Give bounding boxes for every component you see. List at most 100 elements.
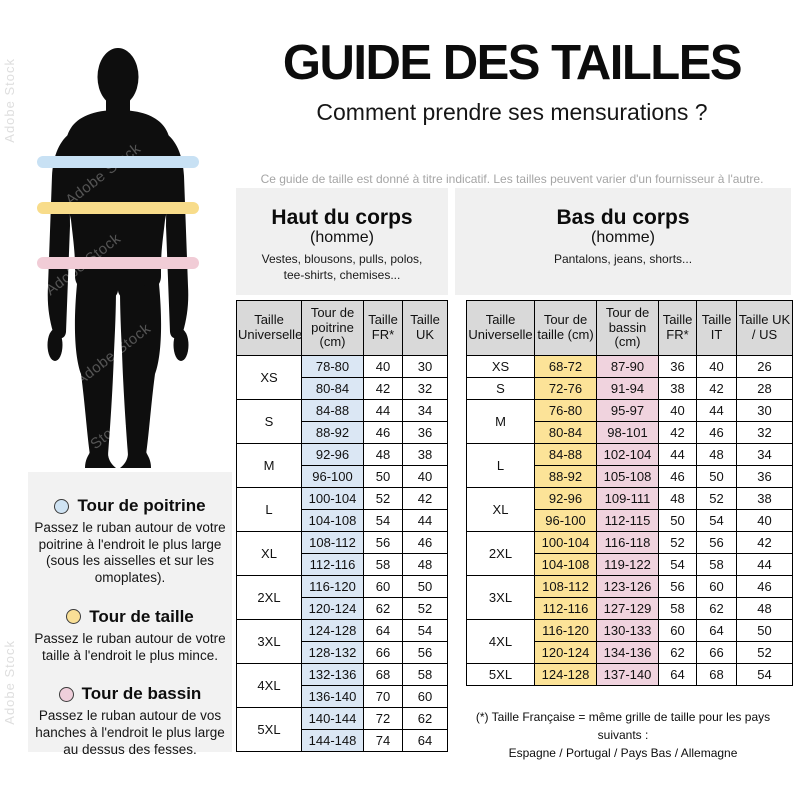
value-cell: 50 [696, 465, 737, 488]
lower-body-categories: Pantalons, jeans, shorts... [553, 252, 693, 266]
value-cell: 64 [363, 619, 403, 642]
legend-item-label: Tour de bassin [81, 684, 202, 704]
value-cell: 44 [736, 553, 793, 576]
value-cell: 66 [363, 641, 403, 664]
value-cell: 112-116 [534, 597, 597, 620]
value-cell: 130-133 [596, 619, 659, 642]
value-cell: 42 [696, 377, 737, 400]
size-label-cell: XL [236, 531, 302, 576]
value-cell: 34 [736, 443, 793, 466]
legend-item-label: Tour de poitrine [77, 496, 206, 515]
value-cell: 102-104 [596, 443, 659, 466]
value-cell: 54 [736, 663, 793, 686]
legend-item-label: Tour de taille [89, 606, 194, 626]
value-cell: 84-88 [534, 443, 597, 466]
legend-item-header: Tour de poitrine [28, 496, 232, 516]
measure-color-dot-icon [54, 498, 70, 514]
value-cell: 120-124 [301, 597, 364, 620]
table-row: M 92-96 48 38 [236, 443, 448, 488]
value-cell: 40 [696, 355, 737, 378]
value-cell: 38 [658, 377, 697, 400]
table-row: 96-100 50 40 [237, 465, 448, 488]
value-cell: 91-94 [596, 377, 659, 400]
value-cell: 62 [363, 597, 403, 620]
size-label-cell: 3XL [236, 619, 302, 664]
table-row: 80-84 98-101 42 46 32 [467, 421, 793, 444]
value-cell: 60 [402, 685, 448, 708]
measurement-legend: Tour de poitrine Passez le ruban autour d… [28, 472, 232, 757]
value-cell: 44 [658, 443, 697, 466]
value-cell: 58 [402, 663, 448, 686]
value-cell: 54 [363, 509, 403, 532]
value-cell: 144-148 [301, 729, 364, 752]
chest-measure-band [37, 156, 199, 168]
value-cell: 134-136 [596, 641, 659, 664]
value-cell: 46 [363, 421, 403, 444]
value-cell: 50 [658, 509, 697, 532]
value-cell: 109-111 [596, 487, 659, 510]
value-cell: 127-129 [596, 597, 659, 620]
table-row: 3XL 108-112 123-126 56 60 46 [466, 575, 793, 620]
value-cell: 76-80 [534, 399, 597, 422]
table-row: 5XL 124-128 137-140 64 68 54 [466, 663, 793, 686]
size-label-cell: L [236, 487, 302, 532]
table-row: 112-116 127-129 58 62 48 [467, 597, 793, 620]
table-row: 80-84 42 32 [237, 377, 448, 400]
value-cell: 140-144 [301, 707, 364, 730]
value-cell: 116-120 [301, 575, 364, 598]
stock-watermark: Adobe Stock [2, 640, 17, 725]
table-header-row: Taille Universelle Tour de poitrine (cm) T… [236, 300, 448, 356]
column-header: Taille UK / US [736, 300, 793, 356]
size-label-cell: 2XL [236, 575, 302, 620]
column-header: Tour de poitrine (cm) [301, 300, 364, 356]
value-cell: 98-101 [596, 421, 659, 444]
column-header: Taille FR* [658, 300, 697, 356]
value-cell: 84-88 [301, 399, 364, 422]
value-cell: 62 [658, 641, 697, 664]
value-cell: 34 [402, 399, 448, 422]
legend-item-description: Passez le ruban autour de vos hanches à … [35, 708, 225, 757]
table-row: 144-148 74 64 [237, 729, 448, 752]
lower-body-gender: (homme) [590, 229, 655, 246]
value-cell: 68-72 [534, 355, 597, 378]
value-cell: 136-140 [301, 685, 364, 708]
value-cell: 50 [363, 465, 403, 488]
column-header: Tour de bassin (cm) [596, 300, 659, 356]
value-cell: 116-118 [596, 531, 659, 554]
table-row: 4XL 132-136 68 58 [236, 663, 448, 708]
value-cell: 42 [363, 377, 403, 400]
table-row: 96-100 112-115 50 54 40 [467, 509, 793, 532]
page-title: GUIDE DES TAILLES [282, 36, 743, 90]
value-cell: 72-76 [534, 377, 597, 400]
size-label-cell: M [236, 443, 302, 488]
french-size-footnote: (*) Taille Française = même grille de ta… [455, 708, 791, 762]
value-cell: 68 [696, 663, 737, 686]
value-cell: 30 [736, 399, 793, 422]
table-row: L 100-104 52 42 [236, 487, 448, 532]
table-row: M 76-80 95-97 40 44 30 [466, 399, 793, 444]
value-cell: 116-120 [534, 619, 597, 642]
size-label-cell: 3XL [466, 575, 535, 620]
value-cell: 104-108 [301, 509, 364, 532]
value-cell: 32 [402, 377, 448, 400]
upper-body-title: Haut du corps [271, 206, 413, 229]
size-label-cell: XL [466, 487, 535, 532]
value-cell: 52 [658, 531, 697, 554]
lower-body-panel: Bas du corps (homme) Pantalons, jeans, s… [455, 188, 791, 295]
value-cell: 78-80 [301, 355, 364, 378]
column-header: Tour de taille (cm) [534, 300, 597, 356]
value-cell: 52 [363, 487, 403, 510]
size-label-cell: 4XL [236, 663, 302, 708]
legend-item-description: Passez le ruban autour de votre taille à… [34, 630, 226, 663]
body-silhouette-figure: Adobe Stock Adobe Stock Adobe Stock Adob… [13, 46, 223, 484]
value-cell: 50 [736, 619, 793, 642]
table-row: 104-108 119-122 54 58 44 [467, 553, 793, 576]
footnote-line2: Espagne / Portugal / Pays Bas / Allemagn… [508, 746, 738, 760]
value-cell: 74 [363, 729, 403, 752]
value-cell: 54 [658, 553, 697, 576]
value-cell: 28 [736, 377, 793, 400]
table-row: XL 92-96 109-111 48 52 38 [466, 487, 793, 532]
value-cell: 100-104 [301, 487, 364, 510]
column-header: Taille Universelle [236, 300, 302, 356]
value-cell: 44 [363, 399, 403, 422]
